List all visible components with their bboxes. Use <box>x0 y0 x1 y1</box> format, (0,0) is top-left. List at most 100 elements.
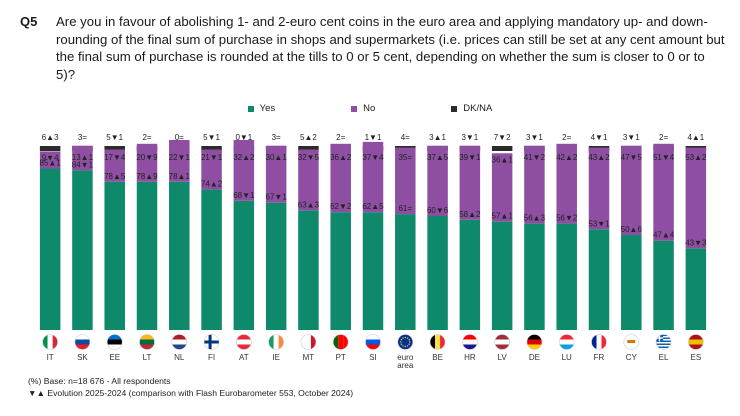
bar-no-lt <box>136 143 158 182</box>
flag-lu <box>558 334 575 350</box>
label-no-fr: 43▲2 <box>588 153 610 162</box>
label-yes-euro-area: 61= <box>398 204 412 213</box>
flag-ee <box>106 334 123 350</box>
flag-de <box>526 334 543 350</box>
bar-no-ee <box>104 149 125 182</box>
label-dk-euro-area: 4= <box>401 133 410 142</box>
label-dk-lv: 7▼2 <box>494 133 511 142</box>
bar-no-el <box>653 143 674 241</box>
country-label-be: BE <box>432 353 443 362</box>
flag-sk <box>74 334 91 350</box>
label-dk-es: 4▲1 <box>687 133 704 142</box>
label-yes-si: 62▲5 <box>362 202 384 211</box>
bar-dk-fi <box>201 146 222 151</box>
label-no-pt: 36▲2 <box>330 153 352 162</box>
flag-pt <box>332 334 349 350</box>
label-dk-at: 0▼1 <box>235 133 252 142</box>
label-yes-at: 68▼1 <box>233 191 255 200</box>
label-dk-fr: 4▼1 <box>591 133 608 142</box>
legend-swatch-yes <box>247 105 254 112</box>
country-label-lt: LT <box>143 353 152 362</box>
label-dk-de: 3▼1 <box>526 133 543 142</box>
bar-yes-ee <box>104 181 125 330</box>
country-label-euro-area: euro <box>397 353 414 362</box>
label-yes-hr: 58▲2 <box>459 210 481 219</box>
country-label-ee: EE <box>109 353 120 362</box>
label-yes-cy: 50▲6 <box>621 225 643 234</box>
bar-dk-mt <box>298 146 319 151</box>
bar-yes-pt <box>330 212 351 330</box>
bar-yes-fi <box>201 189 222 330</box>
bar-no-mt <box>298 149 319 211</box>
label-no-lt: 20▼9 <box>136 153 158 162</box>
flag-mt <box>300 334 317 350</box>
country-label-at: AT <box>239 353 249 362</box>
label-dk-it: 6▲3 <box>42 133 59 142</box>
label-no-hr: 39▼1 <box>459 153 481 162</box>
label-dk-si: 1▼1 <box>365 133 382 142</box>
bar-no-be <box>427 145 448 216</box>
label-yes-ie: 67▼1 <box>266 193 288 202</box>
legend-label-dk: DK/NA <box>463 103 493 114</box>
bar-yes-euro-area <box>395 214 416 330</box>
bar-yes-fr <box>588 229 610 330</box>
label-dk-cy: 3▼1 <box>623 133 640 142</box>
country-label-hr: HR <box>464 353 476 362</box>
legend-item-yes: Yes <box>247 103 276 114</box>
country-label-fi: FI <box>208 353 215 362</box>
label-yes-be: 60▼6 <box>427 206 449 215</box>
label-yes-mt: 63▲3 <box>298 200 320 209</box>
flag-it <box>42 334 58 350</box>
bar-no-de <box>524 145 545 224</box>
label-no-de: 41▼2 <box>524 153 546 162</box>
bar-no-hr <box>459 145 481 220</box>
bar-yes-el <box>653 240 674 330</box>
label-no-at: 32▲2 <box>233 153 255 162</box>
bar-no-si <box>362 141 384 213</box>
label-yes-fi: 74▲2 <box>201 179 223 188</box>
country-label-pt: PT <box>336 353 346 362</box>
label-dk-pt: 2= <box>336 133 345 142</box>
legend-label-yes: Yes <box>259 103 276 114</box>
label-no-nl: 22▼1 <box>169 153 191 162</box>
bar-no-at <box>233 140 255 201</box>
bar-no-lv <box>491 153 513 222</box>
legend-swatch-dk <box>451 105 458 112</box>
question-number: Q5 <box>20 14 38 29</box>
bar-no-es <box>685 147 707 249</box>
country-label-es: ES <box>691 353 702 362</box>
label-dk-fi: 5▼1 <box>203 133 220 142</box>
label-dk-lu: 2= <box>562 133 571 142</box>
bar-yes-sk <box>72 170 93 330</box>
label-dk-el: 2= <box>659 133 668 142</box>
country-label-sk: SK <box>77 353 88 362</box>
label-yes-sk: 84▼1 <box>72 160 94 169</box>
label-yes-lt: 78▲9 <box>136 172 158 181</box>
flag-at <box>236 334 252 350</box>
chart-footer: (%) Base: n=18 676 - All respondents ▼▲ … <box>28 375 353 399</box>
country-label-mt: MT <box>303 353 315 362</box>
flag-fr <box>591 334 607 350</box>
label-yes-nl: 78▲1 <box>169 172 191 181</box>
flag-si <box>365 334 381 350</box>
bar-yes-mt <box>298 210 319 330</box>
label-no-euro-area: 35= <box>398 153 412 162</box>
bar-dk-it <box>39 146 61 151</box>
label-no-ie: 30▲1 <box>266 153 288 162</box>
label-dk-be: 3▲1 <box>429 133 446 142</box>
flag-lt <box>139 334 155 350</box>
flag-fi <box>203 334 220 350</box>
bar-no-cy <box>621 145 642 235</box>
label-dk-lt: 2= <box>142 133 151 142</box>
label-yes-de: 56▲3 <box>524 214 546 223</box>
label-no-lu: 42▲2 <box>556 153 578 162</box>
label-yes-ee: 78▲5 <box>104 172 126 181</box>
label-yes-el: 47▲4 <box>653 231 675 240</box>
bar-no-lu <box>556 143 577 224</box>
country-label-el: EL <box>659 353 669 362</box>
bar-no-it <box>39 151 61 169</box>
label-no-si: 37▼4 <box>362 153 384 162</box>
flag-es <box>688 334 704 350</box>
legend: Yes No DK/NA <box>0 103 740 114</box>
bar-yes-at <box>233 200 255 330</box>
